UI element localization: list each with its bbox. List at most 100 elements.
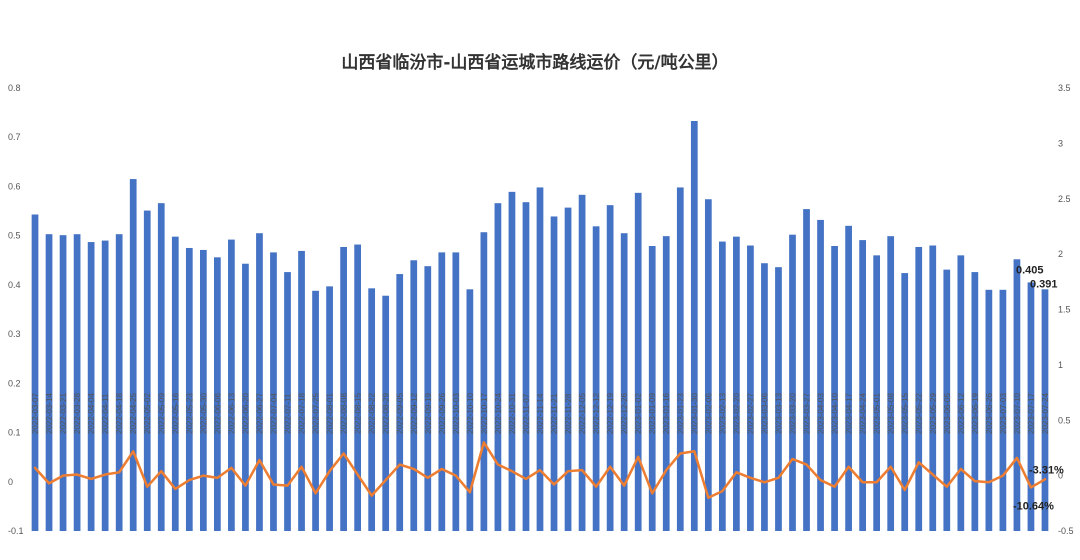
x-tick-label: 2023-07-10 xyxy=(1013,393,1022,434)
x-tick-label: 2023-02-06 xyxy=(704,393,713,434)
x-tick-label: 2023-04-03 xyxy=(817,393,826,434)
x-tick-label: 2022-11-14 xyxy=(536,393,545,434)
bar xyxy=(270,252,277,531)
bar xyxy=(199,249,207,531)
x-tick-label: 2022-07-11 xyxy=(284,393,293,434)
bar xyxy=(564,207,572,532)
x-tick-label: 2023-01-23 xyxy=(676,393,685,434)
x-tick-label: 2022-11-21 xyxy=(550,393,559,434)
x-tick-label: 2023-04-24 xyxy=(859,393,868,434)
bar xyxy=(676,187,684,531)
bar xyxy=(620,233,628,531)
x-tick-label: 2023-04-17 xyxy=(845,393,854,434)
left-tick-label: 0.3 xyxy=(8,329,21,339)
bar xyxy=(214,257,221,531)
bar xyxy=(592,226,600,531)
bar xyxy=(662,236,670,531)
bar xyxy=(143,210,151,531)
x-tick-label: 2022-07-18 xyxy=(298,393,307,434)
bar xyxy=(312,290,319,531)
x-tick-label: 2022-09-05 xyxy=(396,393,405,434)
bar xyxy=(859,240,866,531)
left-tick-label: -0.1 xyxy=(8,526,24,536)
x-tick-label: 2022-04-25 xyxy=(129,393,138,434)
x-tick-label: 2022-03-14 xyxy=(45,393,54,434)
x-axis-tick-labels: 2022-03-07 2022-03-14 2022-03-21 2022-03-28… xyxy=(31,393,1050,434)
bar xyxy=(1041,289,1049,531)
bar xyxy=(326,286,333,531)
bar xyxy=(45,234,53,531)
left-tick-label: 0.6 xyxy=(8,181,21,191)
x-tick-label: 2022-04-11 xyxy=(101,393,110,434)
bar xyxy=(733,236,740,531)
bar xyxy=(438,252,446,531)
x-tick-label: 2023-02-27 xyxy=(746,393,755,434)
data-label: -3.31% xyxy=(1029,464,1064,476)
x-tick-label: 2022-08-15 xyxy=(354,393,363,434)
bar xyxy=(718,241,726,531)
right-tick-label: 2 xyxy=(1058,249,1063,259)
line-path xyxy=(33,441,1047,500)
bar xyxy=(957,255,965,532)
bar xyxy=(298,250,305,531)
left-tick-label: 0.1 xyxy=(8,428,21,438)
bar xyxy=(704,199,712,532)
bar xyxy=(831,246,838,531)
bar xyxy=(817,219,824,532)
bar xyxy=(901,273,909,531)
x-tick-label: 2023-01-02 xyxy=(634,393,643,434)
right-tick-label: 0 xyxy=(1058,471,1063,481)
bar xyxy=(747,245,754,531)
bar xyxy=(31,214,39,531)
left-tick-label: 0 xyxy=(8,477,13,487)
x-tick-label: 2022-07-25 xyxy=(312,393,321,434)
left-tick-label: 0.2 xyxy=(8,378,21,388)
x-tick-label: 2022-09-26 xyxy=(438,393,447,434)
x-tick-label: 2022-10-31 xyxy=(508,393,517,434)
bar xyxy=(1027,282,1035,531)
data-label: 0.405 xyxy=(1016,264,1044,276)
x-tick-label: 2022-05-16 xyxy=(171,393,180,434)
x-tick-label: 2022-08-01 xyxy=(326,393,335,434)
x-tick-label: 2023-01-16 xyxy=(662,393,671,434)
bar xyxy=(915,246,923,532)
bar xyxy=(340,246,347,532)
bar xyxy=(494,203,502,531)
bar xyxy=(115,234,123,531)
x-tick-label: 2023-05-08 xyxy=(887,393,896,434)
x-tick-label: 2022-06-06 xyxy=(213,393,222,434)
x-tick-label: 2023-03-27 xyxy=(803,393,812,434)
x-tick-label: 2022-08-22 xyxy=(368,393,377,434)
bar xyxy=(354,244,362,531)
data-label: -10.64% xyxy=(1013,500,1054,512)
left-tick-label: 0.4 xyxy=(8,280,21,290)
x-tick-label: 2022-12-12 xyxy=(592,393,601,434)
chart-title: 山西省临汾市-山西省运城市路线运价（元/吨公里） xyxy=(341,52,728,73)
bar xyxy=(129,179,137,531)
x-tick-label: 2023-04-10 xyxy=(831,393,840,434)
bar xyxy=(761,263,768,531)
x-tick-label: 2022-06-13 xyxy=(227,393,236,434)
x-tick-label: 2022-06-27 xyxy=(255,393,264,434)
x-tick-label: 2023-07-24 xyxy=(1041,393,1050,434)
x-tick-label: 2023-03-06 xyxy=(760,393,769,434)
bar xyxy=(368,288,376,531)
x-tick-label: 2022-12-05 xyxy=(578,393,587,434)
bar xyxy=(87,242,95,531)
bar xyxy=(228,239,235,531)
right-tick-label: 0.5 xyxy=(1058,415,1071,425)
bar xyxy=(466,289,474,531)
bar xyxy=(171,236,179,531)
bar xyxy=(424,266,432,531)
bar xyxy=(943,269,951,531)
line-series xyxy=(33,441,1047,500)
right-tick-label: 1 xyxy=(1058,360,1063,370)
right-tick-label: -0.5 xyxy=(1058,526,1074,536)
bar xyxy=(648,246,656,531)
bar xyxy=(845,225,852,531)
right-tick-label: 3 xyxy=(1058,138,1063,148)
x-tick-label: 2022-03-07 xyxy=(31,393,40,434)
data-label: 0.391 xyxy=(1030,278,1058,290)
x-tick-label: 2022-10-03 xyxy=(452,393,461,434)
